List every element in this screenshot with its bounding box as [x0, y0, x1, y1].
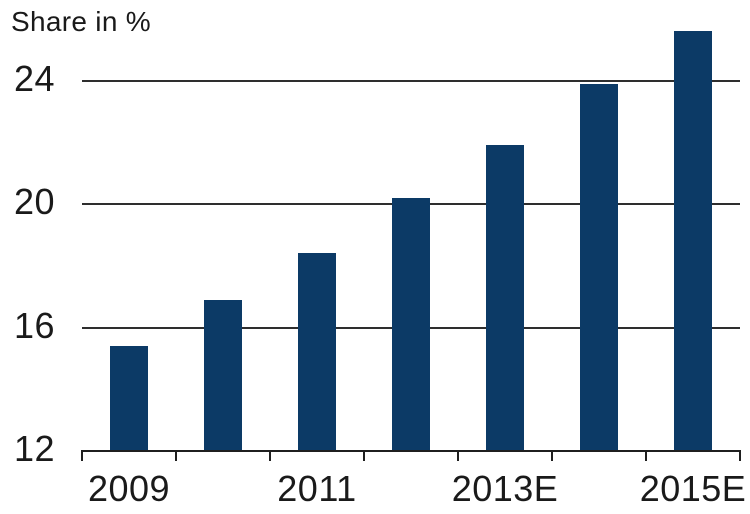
x-axis-line [81, 450, 741, 452]
bar-2013e [486, 145, 524, 451]
x-axis-tick [739, 451, 741, 461]
x-axis-tick [175, 451, 177, 461]
bar-2012 [392, 198, 430, 451]
x-axis-tick [645, 451, 647, 461]
bar-2014e [580, 84, 618, 451]
x-axis-tick [457, 451, 459, 461]
chart-title: Share in % [11, 6, 151, 37]
y-tick-label: 24 [13, 58, 55, 99]
bar-2015e [674, 31, 712, 451]
x-tick-label: 2009 [87, 468, 171, 509]
x-axis-tick [551, 451, 553, 461]
y-tick-label: 20 [13, 181, 55, 222]
x-axis-tick [81, 451, 83, 461]
x-tick-label: 2015E [639, 468, 747, 509]
y-tick-label: 12 [13, 428, 55, 469]
y-tick-label: 16 [13, 305, 55, 346]
gridline [82, 80, 740, 82]
x-tick-label: 2013E [451, 468, 559, 509]
bar-2010 [204, 300, 242, 451]
bar-2009 [110, 346, 148, 451]
bar-2011 [298, 253, 336, 451]
x-axis-tick [269, 451, 271, 461]
x-axis-tick [363, 451, 365, 461]
x-tick-label: 2011 [277, 468, 357, 509]
